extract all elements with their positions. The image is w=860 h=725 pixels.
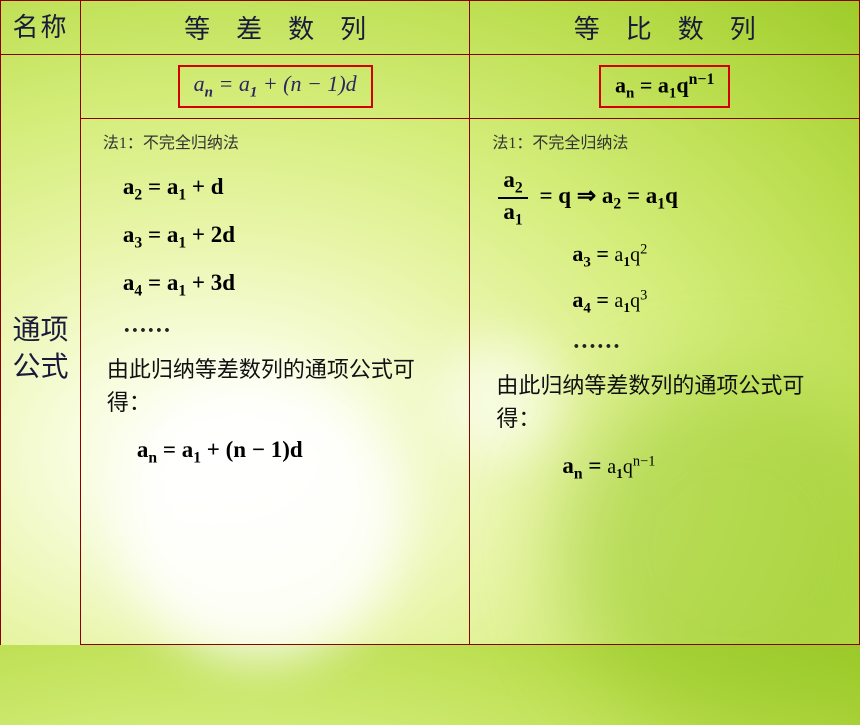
header-name: 名称: [1, 1, 81, 55]
geo-method-label: 法1：不完全归纳法: [492, 129, 841, 153]
geo-eq3: a4 = a1q3: [572, 281, 841, 322]
header-row: 名称 等差数列 等比数列: [1, 1, 860, 55]
side-label: 通项 公式: [1, 55, 81, 645]
geometric-formula-cell: an = a1qn−1: [470, 55, 860, 119]
header-geometric: 等比数列: [470, 1, 860, 55]
arithmetic-boxed-formula: an = a1 + (n − 1)d: [178, 65, 373, 107]
arithmetic-formula-cell: an = a1 + (n − 1)d: [80, 55, 469, 119]
arith-dots: ……: [123, 312, 451, 339]
header-arithmetic: 等差数列: [80, 1, 469, 55]
geometric-body: 法1：不完全归纳法 a2 a1 = q ⇒ a2 = a1q a3 = a1q2…: [470, 119, 860, 645]
arith-method-label: 法1：不完全归纳法: [103, 129, 451, 153]
geo-eq1: a2 a1 = q ⇒ a2 = a1q: [498, 167, 841, 229]
body-row: 法1：不完全归纳法 a2 = a1 + d a3 = a1 + 2d a4 = …: [1, 119, 860, 645]
comparison-table: 名称 等差数列 等比数列 通项 公式 an = a1 + (n − 1)d an…: [0, 0, 860, 645]
geo-conclude: 由此归纳等差数列的通项公式可得：: [496, 369, 841, 435]
geo-final: an = a1qn−1: [562, 453, 841, 484]
arith-eq1: a2 = a1 + d: [123, 167, 451, 209]
arith-eq2: a3 = a1 + 2d: [123, 215, 451, 257]
geo-eq2: a3 = a1q2: [572, 235, 841, 276]
geo-dots: ……: [572, 328, 841, 355]
ratio-fraction: a2 a1: [498, 167, 527, 229]
arith-eq3: a4 = a1 + 3d: [123, 263, 451, 305]
formula-row: 通项 公式 an = a1 + (n − 1)d an = a1qn−1: [1, 55, 860, 119]
arith-conclude: 由此归纳等差数列的通项公式可得：: [107, 353, 451, 419]
arith-final: an = a1 + (n − 1)d: [137, 437, 451, 468]
arithmetic-body: 法1：不完全归纳法 a2 = a1 + d a3 = a1 + 2d a4 = …: [80, 119, 469, 645]
geometric-boxed-formula: an = a1qn−1: [599, 65, 730, 109]
